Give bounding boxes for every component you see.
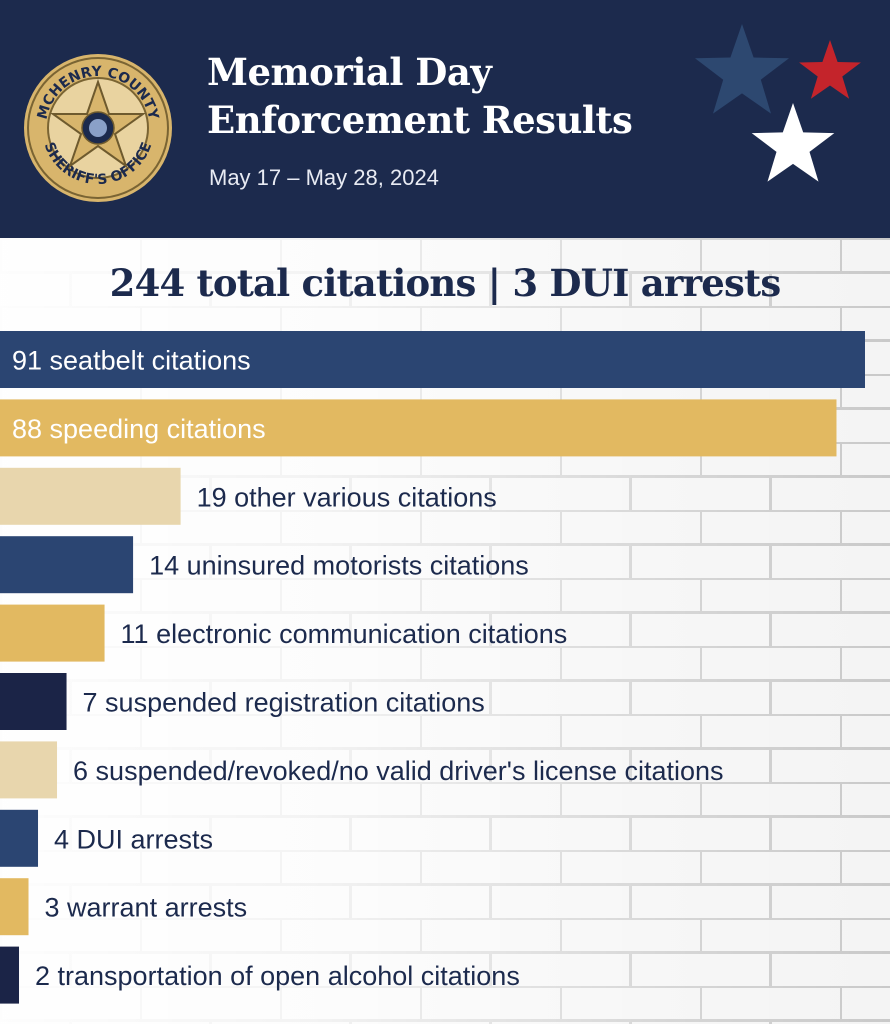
bar-8	[0, 809, 39, 867]
title-line-2: Enforcement Results	[207, 98, 633, 142]
bar-1	[0, 331, 865, 388]
bar-label-2: 88 speeding citations	[12, 414, 266, 444]
bar-6	[0, 673, 67, 730]
blue-star-icon	[695, 24, 789, 114]
bar-label-6: 7 suspended registration citations	[83, 688, 485, 718]
decorative-stars	[695, 24, 861, 182]
bar-label-9: 3 warrant arrests	[45, 893, 248, 923]
bar-4	[0, 536, 134, 594]
bar-label-3: 19 other various citations	[197, 482, 497, 512]
summary-headline: 244 total citations | 3 DUI arrests	[109, 261, 782, 305]
bar-label-5: 11 electronic communication citations	[121, 619, 568, 649]
page-title: Memorial Day Enforcement Results	[207, 48, 633, 144]
white-star-icon	[751, 103, 835, 182]
bar-label-8: 4 DUI arrests	[54, 824, 213, 854]
bar-label-7: 6 suspended/revoked/no valid driver's li…	[73, 756, 724, 786]
red-star-icon	[799, 40, 861, 99]
bar-label-1: 91 seatbelt citations	[12, 346, 251, 376]
sheriff-badge-logo: MCHENRY COUNTY SHERIFF'S OFFICE	[24, 54, 172, 202]
bar-10	[0, 946, 20, 1004]
bar-label-4: 14 uninsured motorists citations	[149, 551, 529, 581]
date-range: May 17 – May 28, 2024	[209, 165, 439, 190]
bar-9	[0, 878, 29, 936]
bar-3	[0, 467, 181, 525]
title-line-1: Memorial Day	[207, 50, 492, 94]
bar-label-10: 2 transportation of open alcohol citatio…	[35, 961, 520, 991]
bar-7	[0, 741, 58, 799]
bar-5	[0, 604, 105, 662]
bar-2	[0, 399, 837, 457]
header-banner: MCHENRY COUNTY SHERIFF'S OFFICE Memorial…	[0, 0, 890, 238]
